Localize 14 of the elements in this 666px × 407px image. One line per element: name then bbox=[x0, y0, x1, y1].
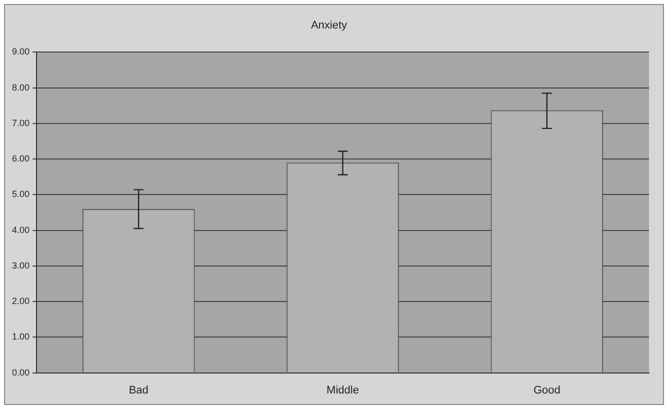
x-tick-label: Middle bbox=[326, 384, 359, 396]
y-tick-label: 3.00 bbox=[12, 260, 30, 270]
chart-title: Anxiety bbox=[310, 20, 348, 32]
x-tick-label: Good bbox=[533, 384, 560, 396]
y-tick-label: 1.00 bbox=[12, 332, 30, 342]
y-tick-label: 7.00 bbox=[12, 118, 30, 128]
x-tick-label: Bad bbox=[128, 384, 148, 396]
y-tick-label: 2.00 bbox=[12, 296, 30, 306]
y-tick-label: 0.00 bbox=[12, 367, 30, 378]
y-tick-label: 4.00 bbox=[12, 224, 30, 235]
y-tick-label: 5.00 bbox=[12, 189, 30, 200]
y-tick-label: 6.00 bbox=[12, 154, 30, 164]
y-tick-label: 9.00 bbox=[12, 46, 30, 57]
y-tick-label: 8.00 bbox=[12, 82, 30, 92]
